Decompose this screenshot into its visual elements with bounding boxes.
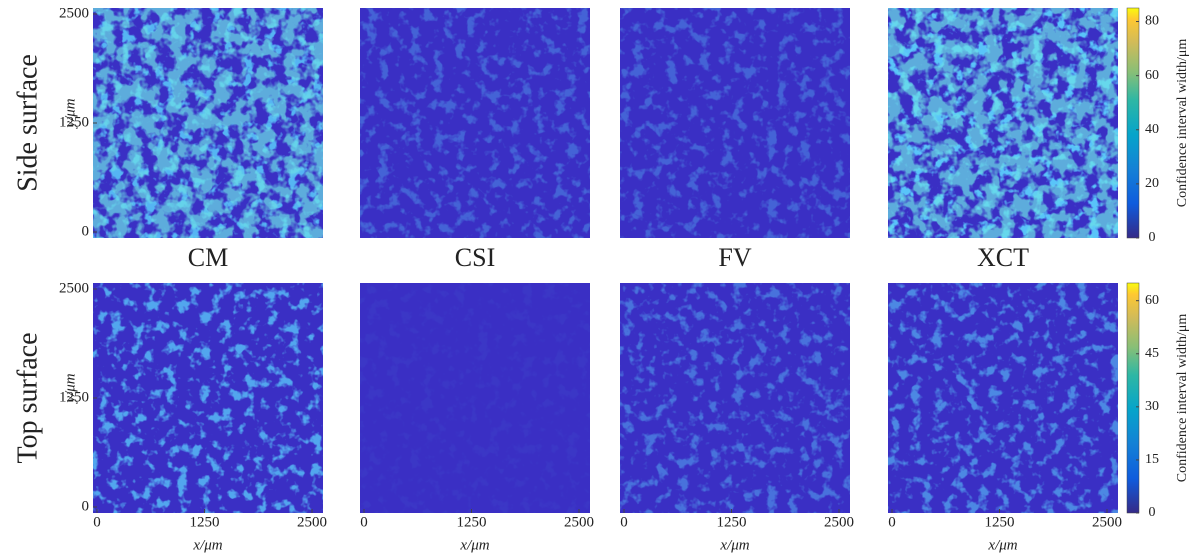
column-label: FV [718,243,751,272]
colorbar-tick-label: 30 [1145,399,1159,414]
y-tick-label: 1250 [59,389,89,405]
heatmap-texture [360,8,590,238]
x-tick-label: 0 [620,514,628,530]
colorbar-tick-label: 60 [1145,68,1159,83]
colorbar-tick-label: 0 [1149,230,1156,245]
colorbar-tick-label: 45 [1145,346,1159,361]
x-tick-label: 2500 [1092,514,1122,530]
x-tick-label: 2500 [297,514,327,530]
heatmap-texture [360,283,590,513]
colorbar [1126,282,1140,514]
y-tick-label: 1250 [59,114,89,130]
colorbar-tick-label: 40 [1145,122,1159,137]
colorbar [1126,7,1140,239]
x-tick-label: 2500 [824,514,854,530]
x-axis-label: x/μm [987,537,1017,553]
x-tick-label: 1250 [190,514,220,530]
colorbar-label: Confidence interval width/μm [1175,314,1190,483]
colorbar-label: Confidence interval width/μm [1175,39,1190,208]
y-axis-label: y/μm [62,373,78,404]
heatmap-texture [93,8,323,238]
x-tick-label: 0 [93,514,101,530]
x-tick-label: 2500 [564,514,594,530]
column-label: CSI [455,243,495,272]
row-label: Side surface [12,54,43,192]
y-tick-label: 2500 [59,280,89,296]
column-label: CM [188,243,228,272]
x-axis-label: x/μm [192,537,222,553]
x-tick-label: 1250 [457,514,487,530]
x-tick-label: 1250 [985,514,1015,530]
heatmap-texture [620,8,850,238]
heatmap-texture [888,8,1118,238]
heatmap-texture [93,283,323,513]
x-tick-label: 1250 [717,514,747,530]
colorbar-tick-label: 15 [1145,452,1159,467]
heatmap-texture [620,283,850,513]
y-tick-label: 2500 [59,5,89,21]
x-axis-label: x/μm [719,537,749,553]
row-label: Top surface [12,333,43,464]
colorbar-tick-label: 0 [1149,505,1156,520]
x-tick-label: 0 [360,514,368,530]
y-axis-label: y/μm [62,98,78,129]
y-tick-label: 0 [82,498,90,514]
colorbar-tick-label: 20 [1145,176,1159,191]
y-tick-label: 0 [82,223,90,239]
colorbar-tick-label: 60 [1145,293,1159,308]
colorbar-tick-label: 80 [1145,14,1159,29]
x-tick-label: 0 [888,514,896,530]
x-axis-label: x/μm [459,537,489,553]
column-label: XCT [977,243,1029,272]
heatmap-texture [888,283,1118,513]
